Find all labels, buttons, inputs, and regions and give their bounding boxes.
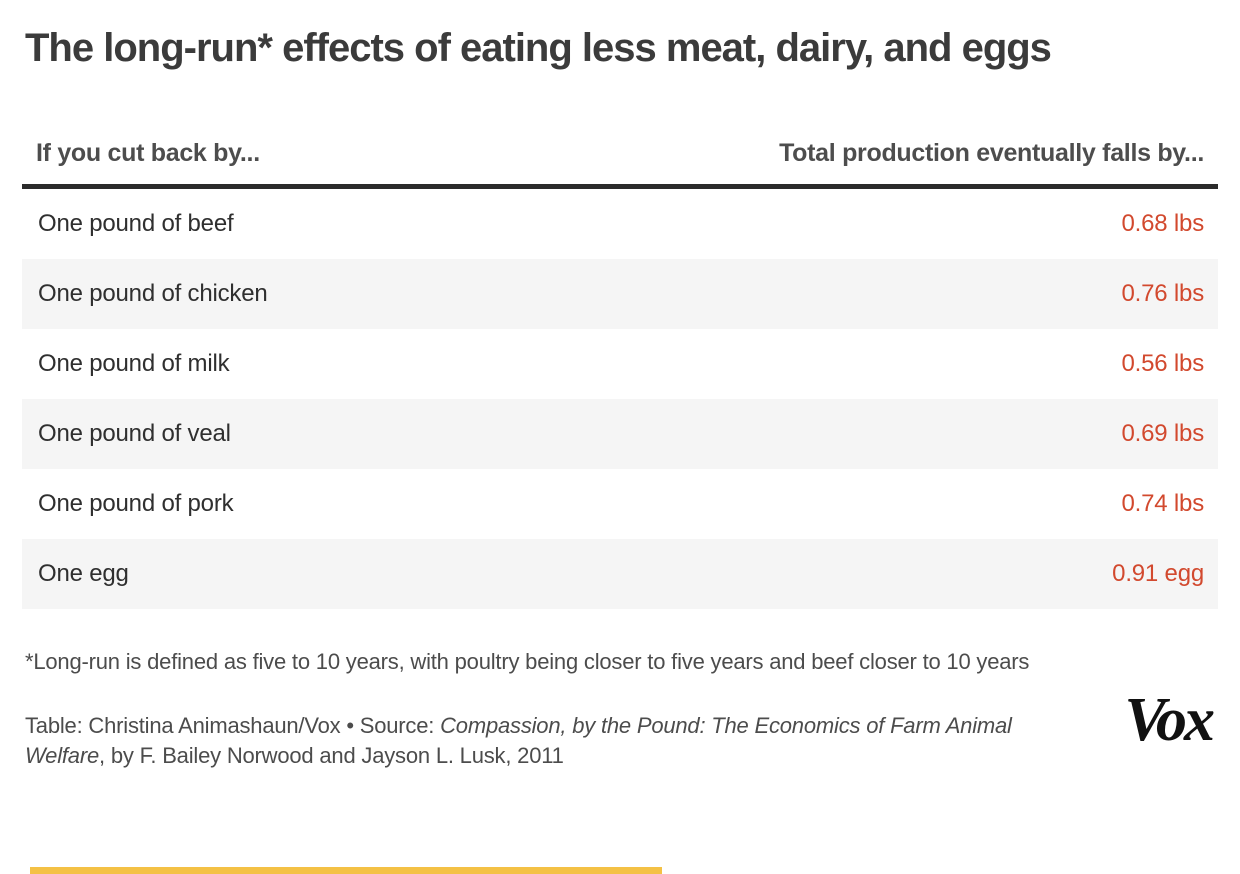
credit-line: Table: Christina Animashaun/Vox • Source…	[25, 711, 1025, 771]
row-item-cell: One pound of milk	[38, 349, 230, 377]
vox-logo: Vox	[1124, 685, 1216, 754]
row-value-cell: 0.91 egg	[1112, 559, 1204, 587]
row-value-cell: 0.68 lbs	[1121, 209, 1205, 237]
table-header-rule	[22, 183, 1218, 189]
page-title: The long-run* effects of eating less mea…	[25, 26, 1052, 70]
data-table: If you cut back by... Total production e…	[22, 139, 1218, 609]
credit-suffix: , by F. Bailey Norwood and Jayson L. Lus…	[99, 742, 564, 768]
column-header-right: Total production eventually falls by...	[779, 138, 1204, 167]
table-row: One pound of milk 0.56 lbs	[22, 329, 1218, 399]
page: The long-run* effects of eating less mea…	[0, 22, 1240, 793]
row-value-cell: 0.69 lbs	[1121, 419, 1205, 447]
row-value-cell: 0.76 lbs	[1121, 279, 1205, 307]
credit-prefix: Table: Christina Animashaun/Vox • Source…	[25, 712, 441, 738]
table-row: One pound of pork 0.74 lbs	[22, 469, 1218, 539]
column-header-left: If you cut back by...	[36, 138, 260, 167]
row-item-cell: One pound of chicken	[38, 279, 268, 307]
footnote: *Long-run is defined as five to 10 years…	[25, 648, 1030, 674]
table-row: One pound of beef 0.68 lbs	[22, 189, 1218, 259]
table-row: One pound of chicken 0.76 lbs	[22, 258, 1218, 329]
credit-bar: Table: Christina Animashaun/Vox • Source…	[25, 689, 1218, 793]
table-header-row: If you cut back by... Total production e…	[22, 139, 1218, 184]
row-value-cell: 0.56 lbs	[1121, 349, 1205, 377]
table-row: One pound of veal 0.69 lbs	[22, 398, 1218, 469]
row-item-cell: One pound of pork	[38, 489, 234, 517]
row-item-cell: One pound of veal	[38, 419, 231, 447]
row-item-cell: One pound of beef	[38, 209, 234, 237]
row-item-cell: One egg	[38, 559, 129, 587]
gold-accent-bar	[30, 867, 662, 874]
table-row: One egg 0.91 egg	[22, 538, 1218, 609]
credit-source-title: Compassion, by the Pound: The Economics …	[25, 712, 1012, 768]
row-value-cell: 0.74 lbs	[1121, 489, 1205, 517]
